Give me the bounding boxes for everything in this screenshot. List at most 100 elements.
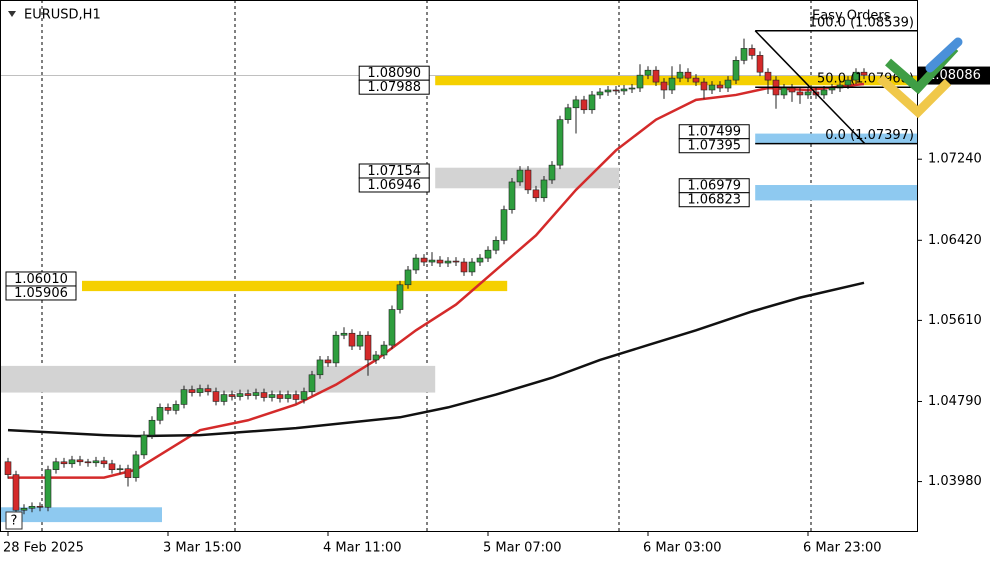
candle-body xyxy=(652,69,660,83)
candle-body xyxy=(756,55,764,73)
candle-body xyxy=(404,269,412,286)
candle-body xyxy=(348,332,356,347)
candle-body xyxy=(428,259,436,263)
candle-body xyxy=(476,257,484,263)
candle-body xyxy=(300,391,308,400)
zone-label-box xyxy=(678,138,750,154)
candle-body xyxy=(4,461,12,475)
fib-label: 0.0 (1.07397) xyxy=(825,128,914,143)
candle-body xyxy=(124,468,132,478)
candle-body xyxy=(316,359,324,376)
candle-body xyxy=(692,77,700,83)
candle-body xyxy=(644,69,652,76)
candle-body xyxy=(516,169,524,183)
day-separators xyxy=(41,0,812,532)
candle-body xyxy=(748,48,756,56)
candle-body xyxy=(132,454,140,478)
candle-body xyxy=(364,334,372,361)
x-tick-label: 28 Feb 2025 xyxy=(3,541,84,556)
candle-body xyxy=(604,89,612,93)
candle-body xyxy=(860,71,868,76)
candle-body xyxy=(188,389,196,393)
candle-body xyxy=(164,407,172,411)
zone-label: 1.07499 xyxy=(687,125,741,140)
candle-body xyxy=(308,374,316,392)
candle-body xyxy=(148,419,156,436)
zone xyxy=(435,75,918,86)
candle-body xyxy=(436,259,444,264)
zone-label: 1.07395 xyxy=(687,139,741,154)
zone-label-box xyxy=(358,79,430,95)
y-tick-label: 1.07240 xyxy=(928,152,982,167)
candle-body xyxy=(60,461,68,465)
candle-body xyxy=(580,99,588,111)
plot-frame xyxy=(0,0,918,532)
candle-body xyxy=(684,71,692,79)
candle-body xyxy=(564,107,572,120)
candle-body xyxy=(396,284,404,310)
candle-body xyxy=(740,48,748,61)
candle-body xyxy=(492,239,500,251)
candle-body xyxy=(444,260,452,264)
candle-body xyxy=(28,505,36,509)
plot: 100.0 (1.08539)50.0 (1.07968)0.0 (1.0739… xyxy=(4,15,918,515)
chart-title: EURUSD,H1 xyxy=(24,8,101,23)
zone-label-box xyxy=(358,177,430,193)
zone-label: 1.06010 xyxy=(14,272,68,287)
candle-body xyxy=(796,91,804,96)
candle-body xyxy=(12,474,20,511)
candle-body xyxy=(44,469,52,508)
candle-body xyxy=(572,99,580,109)
moving-average xyxy=(7,281,865,438)
candle-body xyxy=(196,388,204,393)
zone xyxy=(755,185,918,201)
candle-body xyxy=(388,309,396,346)
x-tick-label: 6 Mar 23:00 xyxy=(803,541,882,556)
candle-body xyxy=(460,261,468,273)
candle-body xyxy=(236,393,244,397)
candle-body xyxy=(204,388,212,392)
help-box[interactable] xyxy=(5,511,23,530)
candle-body xyxy=(156,407,164,421)
candle-body xyxy=(596,91,604,96)
candle-body xyxy=(140,434,148,456)
candle-body xyxy=(620,88,628,92)
logo-stroke xyxy=(925,37,963,73)
candle-body xyxy=(628,87,636,90)
candle-body xyxy=(380,344,388,356)
candle-body xyxy=(116,468,124,471)
candle-body xyxy=(468,261,476,273)
candle-body xyxy=(36,505,44,508)
zone-label: 1.05906 xyxy=(14,286,68,301)
candle-body xyxy=(356,334,364,347)
zone-label: 1.07154 xyxy=(367,164,421,179)
candle-body xyxy=(668,77,676,91)
candle-body xyxy=(844,79,852,86)
candle-body xyxy=(676,71,684,79)
candle-body xyxy=(252,392,260,396)
zone-label: 1.06946 xyxy=(367,178,421,193)
last-price-label: 1.08086 xyxy=(927,68,981,83)
candle-body xyxy=(588,94,596,111)
candle-body xyxy=(292,394,300,400)
candle-body xyxy=(828,87,836,91)
candle-body xyxy=(732,60,740,81)
panel-label: Easy Orders xyxy=(812,9,891,24)
logo-chevron xyxy=(876,74,952,119)
x-tick-label: 6 Mar 03:00 xyxy=(643,541,722,556)
zone-label: 1.06979 xyxy=(687,179,741,194)
candle-body xyxy=(372,354,380,361)
x-tick-label: 4 Mar 11:00 xyxy=(323,541,402,556)
candle-body xyxy=(20,507,28,511)
x-tick-label: 5 Mar 07:00 xyxy=(483,541,562,556)
candle-body xyxy=(524,169,532,191)
help-icon[interactable]: ? xyxy=(11,514,18,529)
candle-body xyxy=(556,119,564,166)
moving-average xyxy=(8,82,865,479)
candle-body xyxy=(852,71,860,81)
candle-body xyxy=(636,74,644,89)
candle-body xyxy=(260,392,268,398)
candle-body xyxy=(84,461,92,464)
candle-body xyxy=(284,394,292,399)
